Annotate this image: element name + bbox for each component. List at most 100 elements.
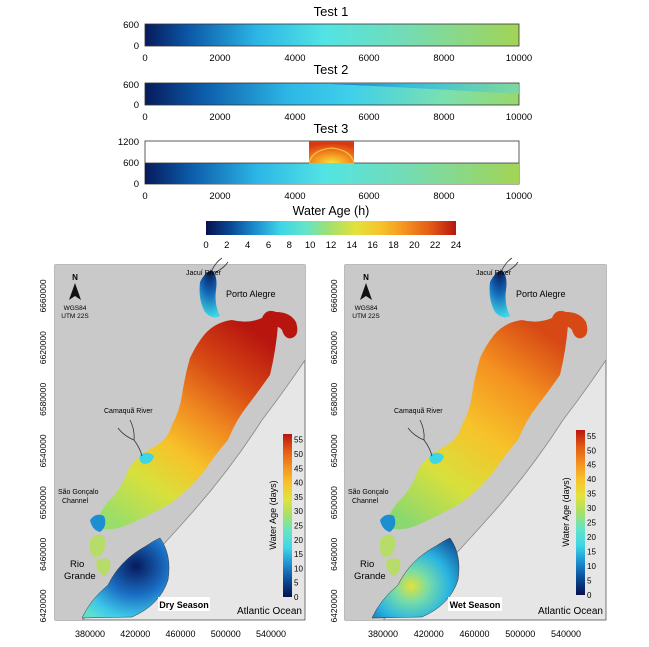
map-dry-colorbar bbox=[283, 434, 292, 597]
map-y-tick: 6500000 bbox=[38, 486, 48, 519]
colorbar-tick: 25 bbox=[587, 519, 596, 528]
map-dry-label-jacui: Jacuí River bbox=[186, 270, 222, 277]
test-3-xtick-0: 0 bbox=[142, 191, 147, 202]
top-colorbar-tick: 0 bbox=[203, 240, 208, 251]
map-x-tick: 540000 bbox=[551, 629, 581, 639]
map-y-tick: 6500000 bbox=[329, 486, 339, 519]
map-wet-y-ticks: 6420000 6460000 6500000 6540000 6580000 66200… bbox=[329, 279, 339, 622]
top-colorbar: Water Age (h) 0 2 4 6 8 10 12 14 16 18 20 22 24 bbox=[203, 204, 461, 251]
map-wet-zone: UTM 22S bbox=[352, 313, 380, 320]
map-wet-datum: WGS84 bbox=[355, 305, 378, 312]
map-x-tick: 380000 bbox=[368, 629, 398, 639]
map-wet-label-rio2: Grande bbox=[354, 571, 386, 582]
map-dry-saogoncalo bbox=[90, 514, 106, 532]
map-dry-season-label: Dry Season bbox=[159, 600, 209, 610]
map-x-tick: 500000 bbox=[505, 629, 535, 639]
map-y-tick: 6420000 bbox=[38, 589, 48, 622]
colorbar-tick: 35 bbox=[294, 493, 303, 502]
map-x-tick: 420000 bbox=[120, 629, 150, 639]
test-3-ytick-1: 600 bbox=[123, 158, 139, 169]
map-x-tick: 380000 bbox=[75, 629, 105, 639]
colorbar-tick: 20 bbox=[587, 533, 596, 542]
colorbar-tick: 20 bbox=[294, 536, 303, 545]
test-1-ytick-0: 0 bbox=[134, 41, 139, 52]
test-2-title: Test 2 bbox=[314, 62, 349, 77]
colorbar-tick: 10 bbox=[294, 564, 303, 573]
top-colorbar-ticks: 0 2 4 6 8 10 12 14 16 18 20 22 24 bbox=[203, 240, 461, 251]
test-3-channel bbox=[145, 163, 519, 184]
colorbar-tick: 0 bbox=[294, 593, 299, 602]
test-2-ytick-1: 600 bbox=[123, 80, 139, 91]
test-1-xtick-1: 2000 bbox=[209, 53, 230, 64]
top-colorbar-tick: 18 bbox=[388, 240, 399, 251]
colorbar-tick: 40 bbox=[587, 475, 596, 484]
map-dry-label-ocean: Atlantic Ocean bbox=[237, 606, 302, 617]
top-colorbar-tick: 4 bbox=[245, 240, 250, 251]
map-dry-plume bbox=[81, 537, 170, 619]
map-dry-north-letter: N bbox=[72, 273, 78, 282]
colorbar-tick: 55 bbox=[294, 436, 303, 445]
test-2-xtick-3: 6000 bbox=[358, 112, 379, 123]
map-wet-label-ocean: Atlantic Ocean bbox=[538, 606, 603, 617]
map-wet-camaqua-spot bbox=[429, 452, 444, 464]
map-wet-jacui-river bbox=[501, 257, 519, 273]
map-wet-colorbar bbox=[576, 430, 585, 595]
test-1-xtick-0: 0 bbox=[142, 53, 147, 64]
map-dry-season: N WGS84 UTM 22S Jacuí River Porto Alegre… bbox=[54, 257, 306, 621]
test-1-xtick-5: 10000 bbox=[506, 53, 532, 64]
map-wet-x-ticks: 380000 420000 460000 500000 540000 bbox=[368, 629, 581, 639]
test-1-xtick-4: 8000 bbox=[433, 53, 454, 64]
test-2-panel: Test 2 0 600 0 2000 4000 6000 8000 10000 bbox=[123, 62, 532, 123]
colorbar-tick: 45 bbox=[587, 461, 596, 470]
test-1-field bbox=[144, 23, 520, 47]
colorbar-tick: 45 bbox=[294, 464, 303, 473]
map-dry-y-ticks: 6420000 6460000 6500000 6540000 6580000 66200… bbox=[38, 279, 48, 622]
map-dry-rio-lobes bbox=[90, 534, 111, 576]
map-x-tick: 460000 bbox=[459, 629, 489, 639]
test-1-panel: Test 1 0 600 0 2000 4000 6000 8000 10000 bbox=[123, 4, 532, 64]
top-colorbar-tick: 12 bbox=[326, 240, 337, 251]
map-dry-label-rio1: Rio bbox=[70, 559, 84, 570]
test-3-xtick-4: 8000 bbox=[433, 191, 454, 202]
test-3-ytick-0: 0 bbox=[134, 179, 139, 190]
map-y-tick: 6580000 bbox=[329, 383, 339, 416]
top-colorbar-tick: 2 bbox=[224, 240, 229, 251]
map-wet-label-sao1: São Gonçalo bbox=[348, 489, 389, 496]
test-1-ytick-1: 600 bbox=[123, 20, 139, 31]
top-colorbar-tick: 8 bbox=[287, 240, 292, 251]
top-colorbar-tick: 10 bbox=[305, 240, 316, 251]
colorbar-tick: 15 bbox=[294, 550, 303, 559]
map-dry-camaqua-spot bbox=[139, 452, 154, 464]
top-colorbar-tick: 16 bbox=[367, 240, 378, 251]
map-wet-label-jacui: Jacuí River bbox=[476, 270, 512, 277]
map-wet-jacui bbox=[489, 270, 510, 318]
colorbar-tick: 50 bbox=[294, 450, 303, 459]
test-3-xtick-1: 2000 bbox=[209, 191, 230, 202]
map-x-tick: 540000 bbox=[256, 629, 286, 639]
top-colorbar-tick: 20 bbox=[409, 240, 420, 251]
test-3-xtick-5: 10000 bbox=[506, 191, 532, 202]
test-3-dome bbox=[309, 141, 354, 163]
map-dry-colorbar-label: Water Age (days) bbox=[268, 480, 278, 549]
top-colorbar-tick: 14 bbox=[347, 240, 358, 251]
map-dry-datum: WGS84 bbox=[64, 305, 87, 312]
map-y-tick: 6420000 bbox=[329, 589, 339, 622]
colorbar-tick: 5 bbox=[294, 579, 299, 588]
test-1-xtick-2: 4000 bbox=[284, 53, 305, 64]
map-y-tick: 6620000 bbox=[329, 331, 339, 364]
test-2-xtick-2: 4000 bbox=[284, 112, 305, 123]
map-wet-plume bbox=[371, 537, 460, 619]
map-wet-lagoon bbox=[388, 316, 568, 530]
test-2-upper-layer bbox=[145, 84, 519, 94]
map-dry-jacui bbox=[199, 270, 220, 318]
map-dry-x-ticks: 380000 420000 460000 500000 540000 bbox=[75, 629, 286, 639]
map-x-tick: 420000 bbox=[414, 629, 444, 639]
map-dry-jacui-river bbox=[211, 257, 229, 273]
map-y-tick: 6540000 bbox=[329, 434, 339, 467]
map-dry-label-rio2: Grande bbox=[64, 571, 96, 582]
top-colorbar-tick: 24 bbox=[451, 240, 462, 251]
colorbar-tick: 40 bbox=[294, 479, 303, 488]
test-2-ytick-0: 0 bbox=[134, 100, 139, 111]
map-wet-north-arrow-icon bbox=[360, 283, 372, 300]
